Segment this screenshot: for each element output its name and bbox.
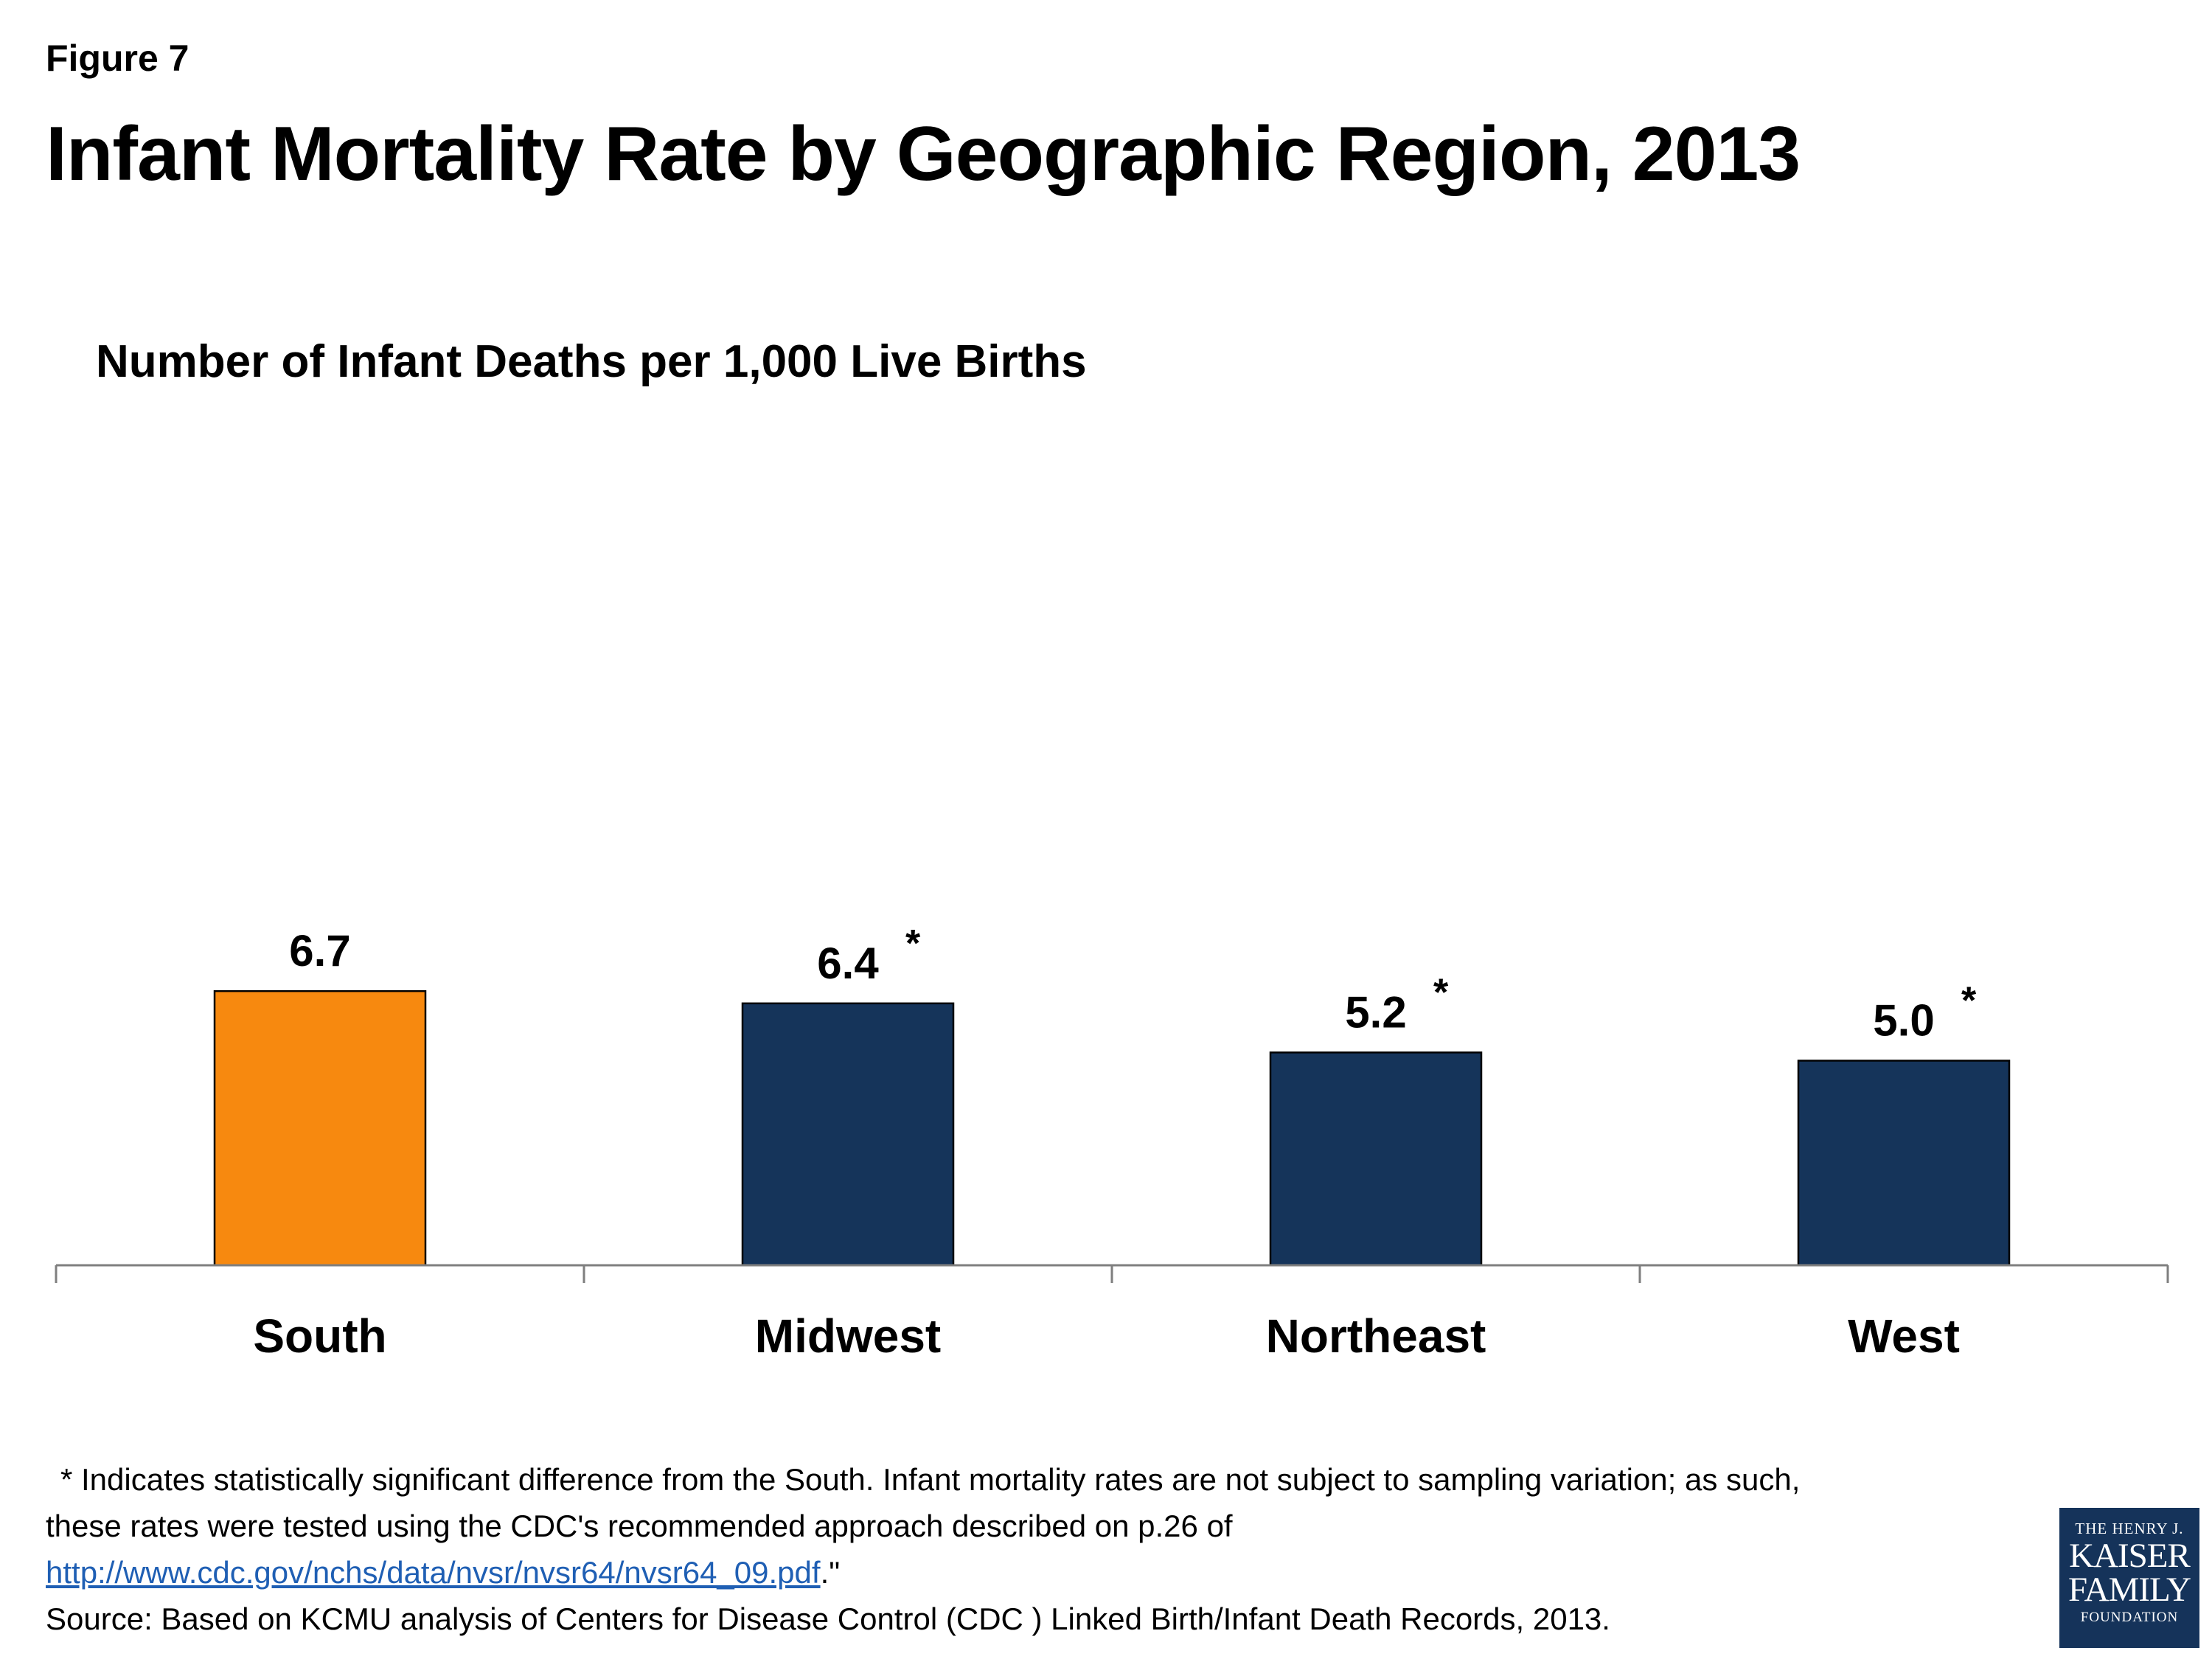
chart-title: Infant Mortality Rate by Geographic Regi… xyxy=(46,111,1801,197)
data-label-northeast: 5.2 xyxy=(1345,987,1406,1037)
category-label-west: West xyxy=(1848,1310,1960,1363)
cdc-report-link[interactable]: http://www.cdc.gov/nchs/data/nvsr/nvsr64… xyxy=(46,1555,821,1590)
data-label-midwest: 6.4 xyxy=(817,939,879,988)
figure-label: Figure 7 xyxy=(46,38,189,79)
footnote: * Indicates statistically significant di… xyxy=(46,1456,2037,1642)
footnote-line-3: http://www.cdc.gov/nchs/data/nvsr/nvsr64… xyxy=(46,1549,2037,1596)
link-suffix: ." xyxy=(820,1555,841,1590)
data-label-west: 5.0 xyxy=(1873,996,1934,1046)
category-label-midwest: Midwest xyxy=(755,1310,941,1363)
bar-west xyxy=(1797,1060,2011,1267)
logo-line-3: FAMILY xyxy=(2068,1571,2191,1609)
kff-logo: THE HENRY J. KAISER FAMILY FOUNDATION xyxy=(2059,1508,2199,1648)
source-line: Source: Based on KCMU analysis of Center… xyxy=(46,1601,1610,1636)
category-label-south: South xyxy=(253,1310,386,1363)
logo-line-1: THE HENRY J. xyxy=(2075,1520,2184,1537)
bar-northeast xyxy=(1269,1051,1483,1267)
bar-south xyxy=(213,990,427,1267)
logo-line-2: KAISER xyxy=(2069,1537,2191,1575)
significance-marker: * xyxy=(1433,971,1449,1014)
data-label-south: 6.7 xyxy=(289,926,350,975)
bar-chart: South Midwest Northeast West 6.7 6.4 * 5.2 * 5.0 * xyxy=(55,922,2169,1363)
significance-marker: * xyxy=(1961,980,1977,1023)
category-label-northeast: Northeast xyxy=(1266,1310,1486,1363)
footnote-line-2: these rates were tested using the CDC's … xyxy=(46,1509,1233,1543)
footnote-line-1: * Indicates statistically significant di… xyxy=(60,1462,1801,1497)
bar-midwest xyxy=(741,1002,955,1267)
logo-line-4: FOUNDATION xyxy=(2080,1610,2179,1625)
significance-marker: * xyxy=(905,922,921,965)
chart-subtitle: Number of Infant Deaths per 1,000 Live B… xyxy=(96,336,1087,387)
